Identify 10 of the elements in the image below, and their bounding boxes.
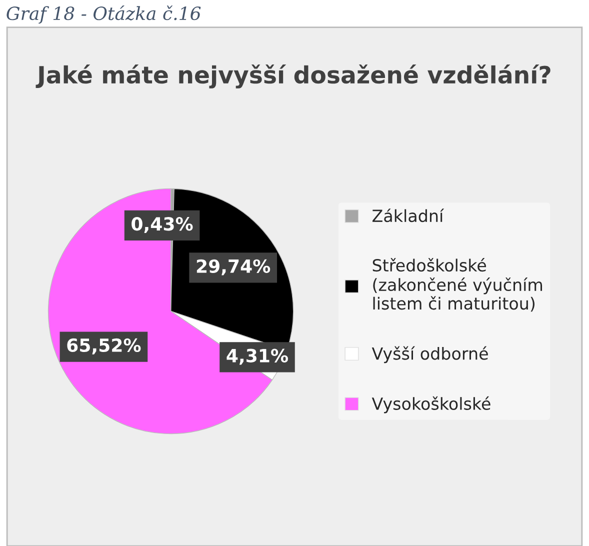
data-label: 0,43% bbox=[132, 217, 193, 234]
chart-title: Jaké máte nejvyšší dosažené vzdělání? bbox=[36, 64, 550, 88]
data-label: 29,74% bbox=[196, 259, 270, 276]
data-label: 4,31% bbox=[226, 348, 288, 365]
legend-label: Vysokoškolské bbox=[372, 396, 490, 414]
legend-label: Středoškolské (zakončené výučním listem či maturitou) bbox=[372, 258, 542, 312]
legend-label: Vyšší odborné bbox=[372, 346, 488, 364]
text: Graf 18 - Otázka č.16 bbox=[6, 5, 201, 24]
legend-label: Základní bbox=[372, 208, 444, 222]
data-label: 65,52% bbox=[67, 338, 141, 354]
